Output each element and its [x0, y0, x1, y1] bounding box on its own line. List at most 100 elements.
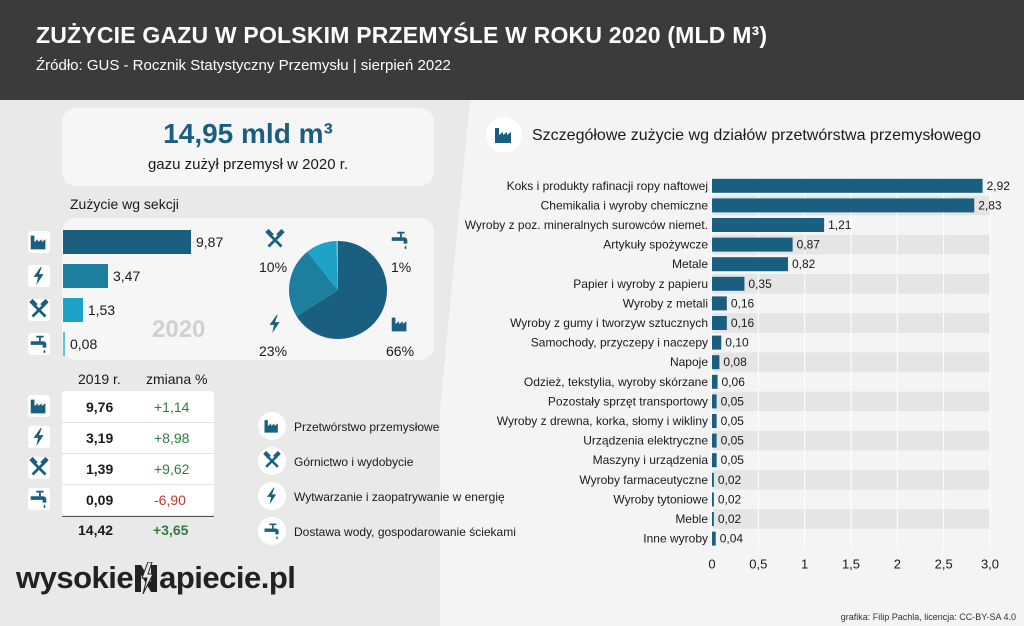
- x-tick-label: 0: [708, 556, 715, 571]
- category-label: Odzież, tekstylia, wyroby skórzane: [524, 375, 708, 389]
- section-bar: [63, 230, 191, 254]
- bar: [712, 296, 727, 311]
- table-value-2019: 3,19: [86, 430, 114, 446]
- section-value: 0,08: [70, 336, 98, 352]
- hammers-icon: [264, 229, 286, 251]
- bar: [712, 531, 716, 546]
- credit-text: grafika: Filip Pachla, licencja: CC-BY-S…: [840, 612, 1016, 622]
- industry-bar-chart: Koks i produkty rafinacji ropy naftowej 2…: [465, 176, 1010, 571]
- tap-icon: [389, 229, 411, 251]
- table-header-2019: 2019 r.: [78, 371, 121, 387]
- table-row-divider: [62, 422, 214, 423]
- tap-icon: [258, 517, 286, 545]
- table-value-2019: 1,39: [86, 461, 114, 477]
- bar: [712, 492, 714, 507]
- category-label: Napoje: [670, 355, 708, 369]
- category-label: Wyroby tytoniowe: [613, 492, 708, 506]
- table-change: -6,90: [154, 492, 186, 508]
- category-label: Papier i wyroby z papieru: [573, 277, 708, 291]
- legend-label: Wytwarzanie i zaopatrywanie w energię: [294, 490, 505, 504]
- category-label: Koks i produkty rafinacji ropy naftowej: [507, 179, 708, 193]
- section-value: 3,47: [113, 268, 141, 284]
- bar: [712, 335, 722, 350]
- bar: [712, 218, 825, 232]
- hammers-icon: [28, 457, 50, 479]
- pie-slice: [336, 241, 338, 290]
- pie-slice: [307, 241, 338, 290]
- table-change: +8,98: [154, 430, 190, 446]
- chart-title: Szczegółowe zużycie wg działów przetwórs…: [532, 127, 982, 144]
- category-label: Meble: [675, 512, 708, 526]
- section-value: 1,53: [87, 302, 116, 318]
- category-label: Inne wyroby: [643, 532, 708, 546]
- hammers-icon: [28, 299, 50, 321]
- bar: [712, 512, 714, 526]
- category-label: Wyroby z drewna, korka, słomy i wikliny: [497, 414, 708, 428]
- bar: [712, 237, 793, 252]
- total-card: 14,95 mld m³ gazu zużył przemysł w 2020 …: [62, 108, 434, 186]
- header-banner: ZUŻYCIE GAZU W POLSKIM PRZEMYŚLE W ROKU …: [0, 0, 1024, 100]
- bar: [712, 178, 983, 193]
- factory-icon: [389, 313, 411, 335]
- lightning-icon: [28, 426, 50, 448]
- data-label: 0,05: [721, 394, 745, 408]
- bar: [712, 374, 718, 389]
- category-label: Wyroby z poz. mineralnych surowców nieme…: [465, 218, 708, 232]
- bar: [712, 198, 975, 213]
- page-title: ZUŻYCIE GAZU W POLSKIM PRZEMYŚLE W ROKU …: [36, 22, 768, 48]
- category-label: Wyroby z gumy i tworzyw sztucznych: [510, 316, 708, 330]
- total-value: 14,95 mld m³: [163, 118, 333, 149]
- table-total-change: +3,65: [153, 522, 189, 538]
- pie-percent-label: 10%: [259, 259, 288, 275]
- legend-label: Dostawa wody, gospodarowanie ściekami: [294, 525, 516, 539]
- logo-text-left: wysokie: [16, 560, 134, 595]
- section-value: 9,87: [196, 234, 224, 250]
- bar: [712, 453, 717, 468]
- category-label: Pozostały sprzęt transportowy: [548, 394, 708, 408]
- bar: [712, 276, 745, 291]
- category-label: Artykuły spożywcze: [603, 238, 708, 252]
- x-tick-label: 1: [801, 556, 808, 571]
- table-total-divider: [62, 516, 214, 517]
- data-label: 0,05: [721, 453, 745, 467]
- bar: [712, 316, 727, 330]
- data-label: 0,02: [718, 473, 742, 487]
- data-label: 0,02: [718, 512, 742, 526]
- category-label: Wyroby farmaceutyczne: [579, 473, 708, 487]
- table-value-2019: 9,76: [86, 399, 114, 415]
- pie-percent-label: 66%: [386, 343, 415, 359]
- section-bar: [63, 332, 65, 356]
- data-label: 0,08: [723, 355, 747, 369]
- factory-icon: [28, 231, 50, 253]
- logo-text-right: apiecie.pl: [159, 560, 296, 595]
- data-label: 0,04: [720, 532, 744, 546]
- lightning-icon: [258, 482, 286, 510]
- pie-slice: [289, 251, 338, 317]
- lightning-icon: [28, 265, 50, 287]
- category-label: Metale: [672, 257, 708, 271]
- pie-percent-label: 23%: [259, 343, 288, 359]
- bar: [712, 472, 714, 487]
- tap-icon: [28, 488, 50, 510]
- logo: wysokie apiecie.pl: [16, 560, 296, 596]
- data-label: 0,02: [718, 492, 742, 506]
- data-label: 2,83: [978, 198, 1002, 212]
- total-caption: gazu zużył przemysł w 2020 r.: [147, 156, 349, 173]
- page-subtitle: Źródło: GUS - Rocznik Statystyczny Przem…: [36, 57, 451, 74]
- category-label: Samochody, przyczepy i naczepy: [531, 336, 708, 350]
- bar: [712, 433, 717, 448]
- legend-label: Górnictwo i wydobycie: [294, 455, 414, 469]
- pie-slice: [296, 241, 387, 339]
- lightning-icon: [264, 313, 286, 335]
- category-label: Wyroby z metali: [623, 296, 708, 310]
- logo-n-mark: [135, 561, 158, 595]
- data-label: 0,06: [722, 375, 746, 389]
- table-value-2019: 0,09: [86, 492, 114, 508]
- category-label: Chemikalia i wyroby chemiczne: [541, 198, 709, 212]
- factory-icon: [486, 117, 522, 153]
- data-label: 0,05: [721, 414, 745, 428]
- bar: [712, 394, 717, 409]
- data-label: 1,21: [828, 218, 852, 232]
- bar: [712, 257, 788, 272]
- table-row-divider: [62, 484, 214, 485]
